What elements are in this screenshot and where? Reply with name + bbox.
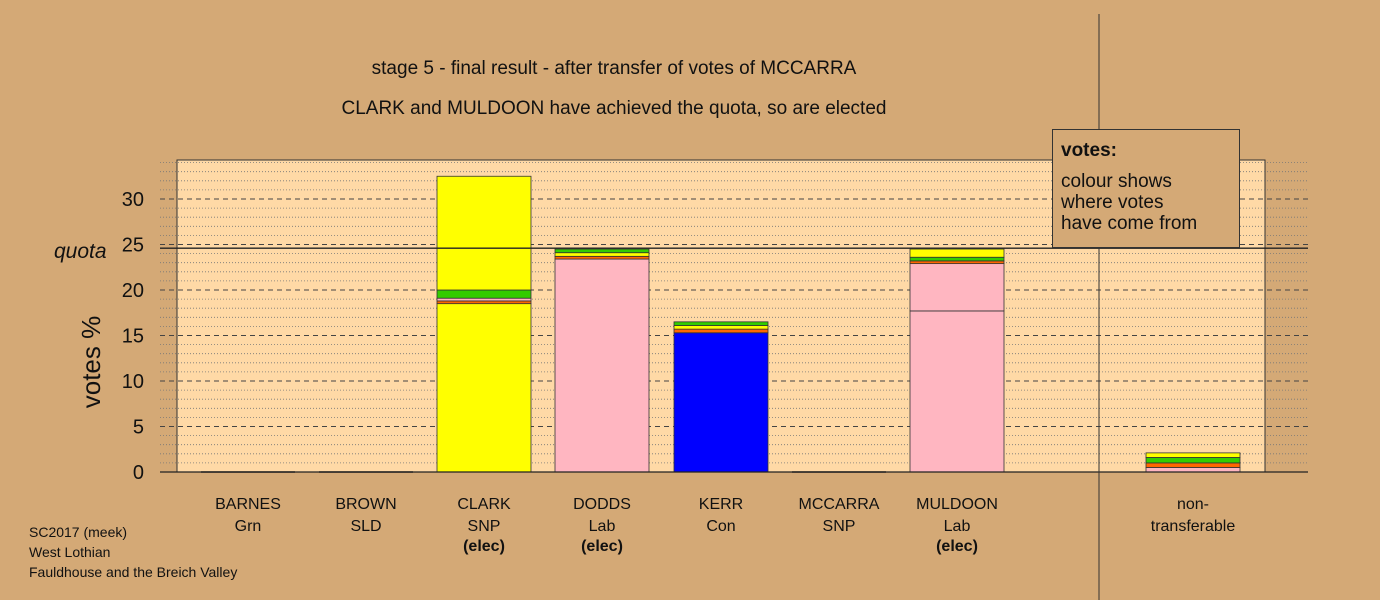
x-tick-label-party: SLD: [350, 518, 381, 535]
source-line-election: SC2017 (meek): [29, 524, 128, 540]
bar-segment: [1145, 462, 1241, 468]
source-line-council: West Lothian: [29, 544, 111, 560]
x-tick-label-party: SNP: [823, 518, 856, 535]
x-tick-label-name: BARNES: [215, 496, 281, 513]
bar-segment: [673, 321, 769, 326]
bar-segment: [909, 310, 1005, 473]
bar-segment: [554, 248, 650, 254]
quota-label: quota: [54, 240, 107, 263]
bar-segment: [1145, 452, 1241, 458]
x-tick-label-status: (elec): [463, 538, 505, 555]
y-tick-label: 15: [122, 326, 144, 348]
source-note: SC2017 (meek) West Lothian Fauldhouse an…: [29, 522, 237, 582]
x-tick-label-name: MULDOON: [916, 496, 998, 513]
bar-segment: [1145, 467, 1241, 473]
bar-segment: [909, 256, 1005, 262]
x-tick-label-name: non-: [1177, 496, 1209, 513]
bar-segment: [554, 258, 650, 473]
x-tick-label-party: transferable: [1151, 518, 1236, 535]
bar-segment: [1145, 457, 1241, 464]
bar-segment: [436, 289, 532, 299]
bar-segment: [673, 328, 769, 334]
bar-segment: [909, 248, 1005, 258]
bar-segment: [436, 303, 532, 473]
x-tick-label-name: KERR: [699, 496, 743, 513]
y-tick-label: 10: [122, 371, 144, 393]
legend: votes: colour shows where votes have com…: [1052, 129, 1240, 248]
legend-line: have come from: [1061, 213, 1198, 234]
bar-segment: [436, 297, 532, 302]
x-tick-label-party: Con: [706, 518, 735, 535]
x-tick-label-status: (elec): [936, 538, 978, 555]
x-tick-label-party: Lab: [589, 518, 616, 535]
bar-segment: [909, 263, 1005, 312]
x-tick-label-party: SNP: [468, 518, 501, 535]
x-tick-label-party: Grn: [235, 518, 262, 535]
chart-title: stage 5 - final result - after transfer …: [372, 58, 857, 79]
bar-segment: [673, 332, 769, 473]
y-tick-label: 5: [133, 417, 144, 439]
x-tick-label-name: DODDS: [573, 496, 631, 513]
x-tick-label-status: (elec): [581, 538, 623, 555]
legend-line: colour shows: [1061, 171, 1172, 192]
x-tick-label-name: BROWN: [335, 496, 396, 513]
source-line-ward: Fauldhouse and the Breich Valley: [29, 564, 238, 580]
bar-segment: [554, 255, 650, 260]
chart-subtitle: CLARK and MULDOON have achieved the quot…: [342, 98, 887, 119]
bar-segment: [436, 175, 532, 291]
legend-title: votes:: [1061, 140, 1117, 161]
legend-line: where votes: [1061, 192, 1164, 213]
y-tick-label: 25: [122, 235, 144, 257]
x-tick-label-name: CLARK: [457, 496, 511, 513]
bar-segment: [909, 260, 1005, 265]
y-tick-label: 0: [133, 462, 144, 484]
bar-segment: [436, 300, 532, 305]
bar-segment: [554, 252, 650, 257]
bar-segment: [673, 325, 769, 330]
y-tick-label: 20: [122, 280, 144, 302]
x-tick-label-party: Lab: [944, 518, 971, 535]
x-tick-label-name: MCCARRA: [799, 496, 880, 513]
y-tick-label: 30: [122, 189, 144, 211]
y-axis-label: votes %: [76, 316, 106, 409]
